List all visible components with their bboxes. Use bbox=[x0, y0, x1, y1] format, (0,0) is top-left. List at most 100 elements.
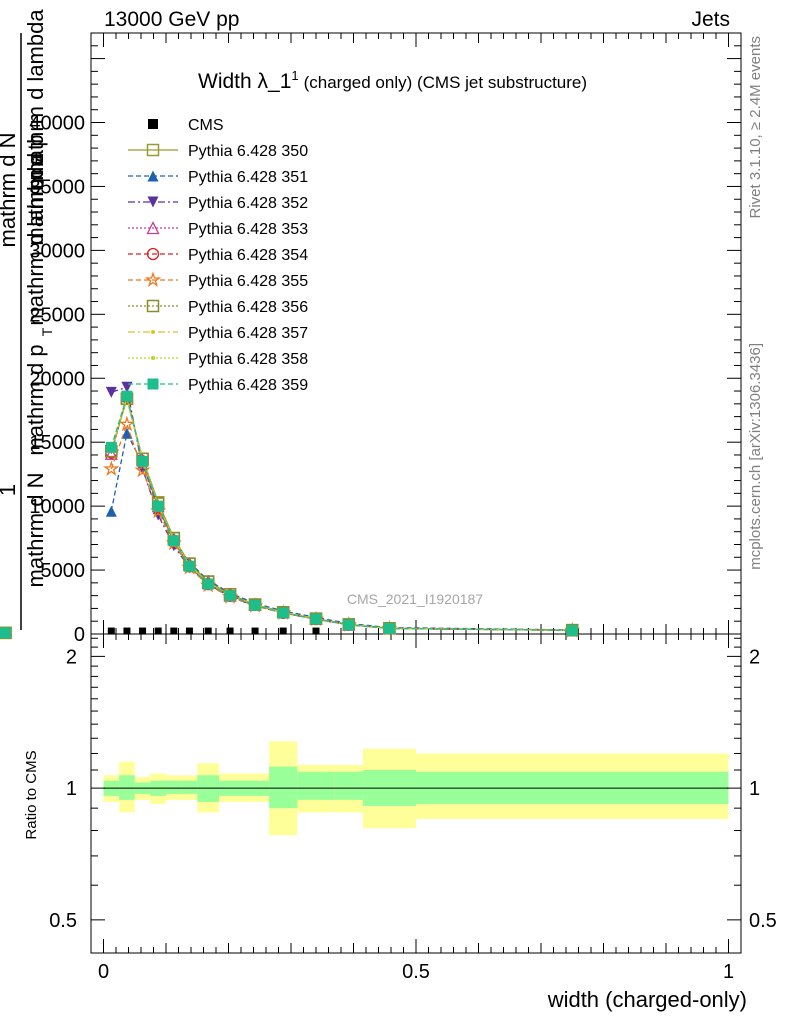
marker-square-open bbox=[146, 299, 160, 313]
marker-square-filled bbox=[343, 619, 355, 631]
y-label-dpt: mathrm d p bbox=[23, 344, 48, 455]
y-tick-label: 30000 bbox=[29, 240, 85, 262]
marker-square-filled bbox=[249, 599, 261, 611]
y-label-dp2: mathrm d p bbox=[23, 134, 48, 245]
marker-triangle-down-filled bbox=[105, 386, 117, 398]
marker-square-filled bbox=[147, 378, 159, 390]
y-tick-label: 40000 bbox=[29, 113, 85, 135]
marker-square-open bbox=[146, 143, 160, 157]
y-axis-label: 1 mathrm d N mathrm d N mathrm d p T mat… bbox=[0, 9, 55, 630]
marker-square-filled bbox=[183, 560, 195, 572]
marker-square-filled bbox=[139, 627, 147, 635]
marker-square-filled bbox=[202, 578, 214, 590]
x-axis-label: width (charged-only) bbox=[547, 987, 747, 1012]
marker-triangle-up-open bbox=[146, 221, 160, 235]
legend-label: Pythia 6.428 359 bbox=[188, 377, 308, 394]
legend-label: Pythia 6.428 353 bbox=[188, 221, 308, 238]
marker-square-filled bbox=[277, 607, 289, 619]
ratio-tick-label: 0.5 bbox=[49, 910, 77, 932]
y-tick-label: 5000 bbox=[41, 560, 86, 582]
series-line bbox=[110, 431, 573, 631]
y-label-dlambda2: mathrm d lambda bbox=[23, 9, 48, 181]
marker-triangle-up-filled bbox=[105, 505, 117, 517]
marker-dot bbox=[151, 356, 155, 360]
marker-dot bbox=[151, 330, 155, 334]
marker-square-filled bbox=[310, 613, 322, 625]
ratio-tick-label-right: 1 bbox=[749, 778, 760, 800]
y-label-dlambda: mathrm d lambda bbox=[23, 154, 48, 326]
marker-square-filled bbox=[105, 441, 117, 453]
series-line bbox=[110, 396, 573, 631]
marker-square-filled bbox=[0, 627, 11, 639]
x-tick-label: 1 bbox=[723, 961, 734, 983]
side-mcplots: mcplots.cern.ch [arXiv:1306.3436] bbox=[747, 343, 764, 570]
ratio-band-inner bbox=[166, 780, 182, 794]
legend-label: CMS bbox=[188, 117, 224, 134]
marker-square-filled bbox=[226, 627, 234, 635]
series-line bbox=[110, 393, 573, 632]
series-line bbox=[110, 394, 573, 631]
marker-circle-open bbox=[146, 247, 160, 261]
marker-square-filled bbox=[107, 627, 115, 635]
marker-star-open bbox=[103, 460, 120, 477]
watermark: CMS_2021_I1920187 bbox=[347, 591, 483, 607]
header-category: Jets bbox=[691, 8, 730, 31]
axis-tick-labels: 0 5000 10000 15000 20000 25000 30000 35000 40000… bbox=[29, 113, 776, 983]
series-line bbox=[110, 394, 573, 631]
y-tick-label: 10000 bbox=[29, 496, 85, 518]
ratio-band-inner bbox=[269, 766, 298, 809]
marker-square-filled bbox=[312, 627, 320, 635]
ratio-tick-label: 1 bbox=[66, 778, 77, 800]
y-tick-label: 0 bbox=[74, 624, 85, 646]
marker-square-filled bbox=[204, 627, 212, 635]
x-tick-label: 0.5 bbox=[402, 961, 430, 983]
series-line bbox=[110, 422, 573, 632]
y-label-t: T bbox=[39, 327, 55, 336]
marker-triangle-up-filled bbox=[147, 170, 159, 182]
marker-square-filled bbox=[137, 455, 149, 467]
marker-square-filled bbox=[148, 119, 158, 129]
legend-label: Pythia 6.428 358 bbox=[188, 351, 308, 368]
marker-square-filled bbox=[154, 627, 162, 635]
legend-label: Pythia 6.428 350 bbox=[188, 143, 308, 160]
marker-square-filled bbox=[121, 390, 133, 402]
y-label-numerator-top: 1 bbox=[0, 484, 20, 496]
ratio-tick-label: 2 bbox=[66, 646, 77, 668]
ratio-y-label: Ratio to CMS bbox=[23, 750, 40, 839]
legend: CMS Pythia 6.428 350 Pythia 6.428 351 Pythi… bbox=[128, 117, 308, 394]
cms-markers bbox=[107, 627, 320, 635]
y-tick-label: 20000 bbox=[29, 368, 85, 390]
y-label-dn: mathrm d N bbox=[0, 133, 20, 248]
legend-label: Pythia 6.428 352 bbox=[188, 195, 308, 212]
series-line bbox=[110, 396, 573, 631]
marker-star-open bbox=[144, 271, 162, 287]
series-line bbox=[110, 393, 573, 631]
legend-label: Pythia 6.428 357 bbox=[188, 325, 308, 342]
ratio-tick-label-right: 2 bbox=[749, 646, 760, 668]
y-tick-label: 15000 bbox=[29, 432, 85, 454]
y-label-dN: mathrm d N bbox=[23, 473, 48, 588]
marker-square-filled bbox=[168, 535, 180, 547]
series-line bbox=[110, 396, 573, 631]
x-tick-label: 0 bbox=[98, 961, 109, 983]
marker-square-filled bbox=[185, 627, 193, 635]
y-tick-label: 35000 bbox=[29, 176, 85, 198]
marker-square-filled bbox=[123, 627, 131, 635]
legend-label: Pythia 6.428 354 bbox=[188, 247, 308, 264]
legend-label: Pythia 6.428 356 bbox=[188, 299, 308, 316]
marker-star-open bbox=[118, 415, 136, 432]
ratio-band-inner bbox=[181, 780, 198, 794]
legend-label: Pythia 6.428 355 bbox=[188, 273, 308, 290]
header-energy: 13000 GeV pp bbox=[104, 8, 240, 31]
side-rivet: Rivet 3.1.10, ≥ 2.4M events bbox=[747, 36, 764, 219]
marker-triangle-up-open bbox=[104, 446, 118, 460]
series-lines bbox=[0, 381, 581, 640]
ratio-tick-label-right: 0.5 bbox=[749, 910, 777, 932]
marker-star-open bbox=[134, 461, 151, 478]
marker-triangle-down-filled bbox=[147, 196, 159, 208]
legend-label: Pythia 6.428 351 bbox=[188, 169, 308, 186]
ratio-band-inner bbox=[334, 771, 363, 800]
marker-square-filled bbox=[279, 627, 287, 635]
ratio-bands bbox=[103, 741, 729, 836]
